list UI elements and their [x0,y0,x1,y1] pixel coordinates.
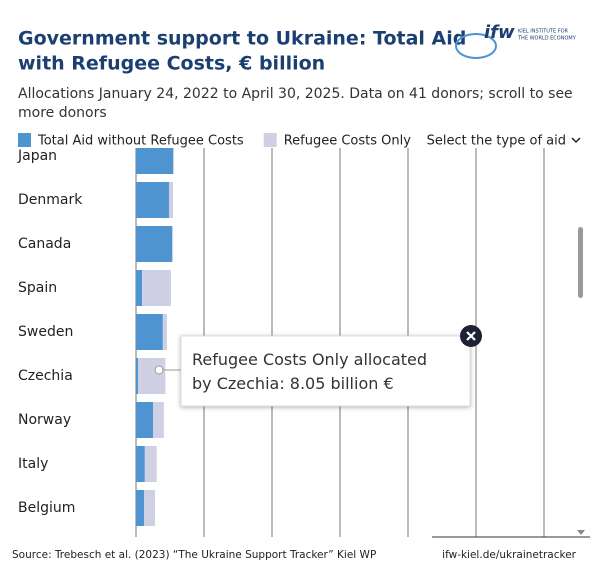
tooltip-dot [154,365,164,375]
subtitle: Allocations January 24, 2022 to April 30… [18,86,573,102]
bar [136,270,143,306]
legend-swatch [263,133,277,147]
bar [136,182,169,218]
tooltip-box [180,335,471,407]
source: Source: Trebesch et al. (2023) “The Ukra… [12,549,376,561]
bar [144,446,157,482]
bar [136,446,145,482]
scrollbar[interactable] [578,227,583,298]
bar [168,182,174,218]
tooltip: Refugee Costs Only allocated by Czechia: … [154,325,482,407]
bar [136,314,163,350]
bar [162,314,167,350]
bar [172,226,174,262]
logo-text: KIEL INSTITUTE FOR [518,29,569,35]
y-tick-label: Norway [18,412,71,428]
logo: ifw [484,22,515,43]
bar [136,148,174,174]
chart-title: Government support to Ukraine: Total Aid [18,28,466,50]
bar [142,270,172,306]
bar [173,148,175,174]
tooltip-close-icon [466,331,476,341]
scroll-down[interactable] [577,530,585,535]
y-tick-label: Czechia [18,368,73,384]
y-tick-label: Sweden [18,324,73,340]
bar [144,490,156,526]
legend-label: Total Aid without Refugee Costs [37,134,244,149]
plot: Japan Denmark Canada Spain Sweden Czechia Norw… [17,148,545,537]
y-tick-label: Denmark [18,192,83,208]
legend-label: Refugee Costs Only [284,134,412,149]
y-tick-label: Spain [18,280,57,296]
y-tick-label: Canada [18,236,71,252]
tooltip-text: Refugee Costs Only allocated by Czechia: … [192,350,427,393]
url: ifw-kiel.de/ukrainetracker [442,549,577,561]
aid-type-selector[interactable]: Select the type of aid [427,134,566,149]
legend-swatch [18,133,31,147]
bar [136,226,173,262]
bar [136,402,153,438]
logo-text: THE WORLD ECONOMY [517,36,577,42]
y-tick-label: Belgium [18,500,75,516]
y-tick-label: Italy [18,456,48,472]
bar [136,490,145,526]
subtitle: more donors [18,105,107,121]
bar [153,402,164,438]
chart-title: with Refugee Costs, € billion [18,53,325,75]
logo-mark [455,33,497,59]
dropdown-arrow[interactable] [571,137,581,144]
y-tick-label: Japan [17,148,57,164]
bar [138,358,166,394]
bar [136,358,139,394]
legend: Total Aid without Refugee Costs Refugee C… [18,133,411,149]
